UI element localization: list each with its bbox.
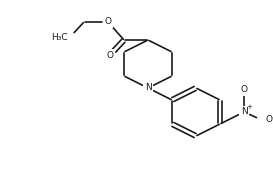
- Text: N: N: [145, 84, 151, 93]
- Text: O⁻: O⁻: [265, 116, 273, 125]
- Text: +: +: [246, 104, 252, 110]
- Text: N: N: [241, 107, 247, 116]
- Text: O: O: [106, 51, 114, 60]
- Text: H₃C: H₃C: [51, 33, 68, 42]
- Text: O: O: [105, 17, 111, 26]
- Text: O: O: [241, 85, 248, 94]
